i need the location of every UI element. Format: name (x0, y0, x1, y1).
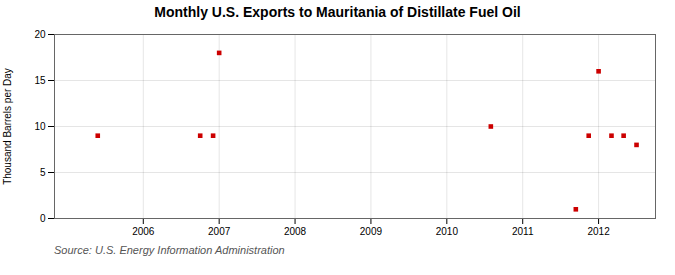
svg-text:20: 20 (34, 29, 46, 40)
svg-text:2007: 2007 (208, 226, 231, 237)
svg-text:2012: 2012 (587, 226, 610, 237)
svg-text:2008: 2008 (284, 226, 307, 237)
svg-text:15: 15 (34, 75, 46, 86)
svg-text:Thousand Barrels per Day: Thousand Barrels per Day (2, 68, 13, 185)
svg-text:2009: 2009 (360, 226, 383, 237)
svg-text:2010: 2010 (436, 226, 459, 237)
html-text:Source: U.S. Energy Informatio: Source: U.S. Energy Information Administ… (54, 244, 285, 256)
html-text:Monthly U.S. Exports to Maurit: Monthly U.S. Exports to Mauritania of Di… (154, 4, 521, 20)
svg-text:10: 10 (34, 121, 46, 132)
svg-text:2006: 2006 (132, 226, 155, 237)
svg-text:0: 0 (40, 213, 46, 224)
svg-text:2011: 2011 (512, 226, 534, 237)
svg-text:5: 5 (40, 167, 46, 178)
